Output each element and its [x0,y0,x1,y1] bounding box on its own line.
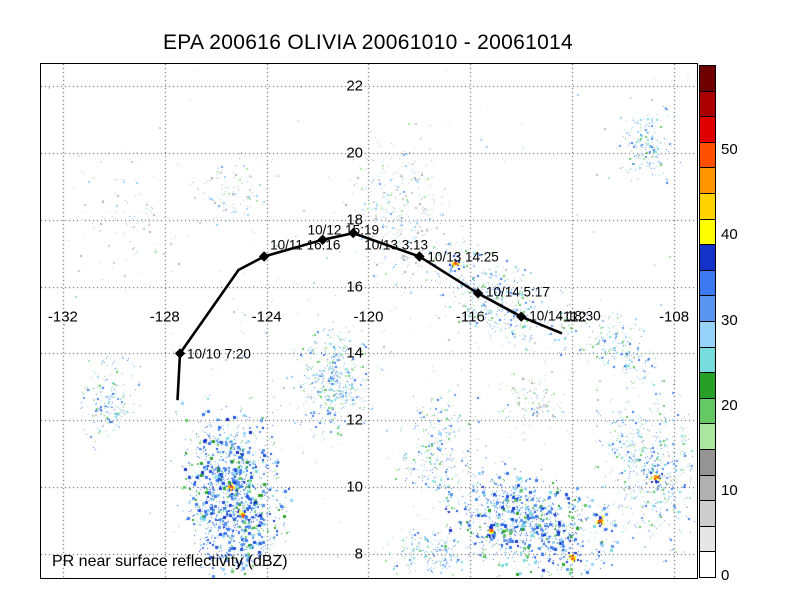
colorbar-segment [700,423,715,449]
colorbar-segment [700,218,715,245]
colorbar-segment [700,269,715,296]
colorbar-tick-label: 40 [721,226,738,244]
colorbar-segment [700,346,715,373]
colorbar-segment [700,474,715,501]
footnote-label: PR near surface reflectivity (dBZ) [52,553,288,570]
colorbar-segment [700,500,715,526]
colorbar-tick-label: 50 [721,141,738,159]
reflectivity-canvas [41,64,697,578]
colorbar-segment [700,116,715,142]
colorbar-segment [700,295,715,321]
colorbar-tick-label: 20 [721,396,738,414]
colorbar-segment [700,192,715,219]
colorbar-segment [700,320,715,347]
colorbar-segment [700,397,715,424]
colorbar [699,65,716,578]
map-plot-area: -132 -128 -124 -120 -116 -112 -108 8 10 12 14 16 18 2… [40,63,698,579]
colorbar-segment [700,244,715,270]
colorbar-segment [700,551,715,577]
colorbar-segment [700,90,715,117]
colorbar-segment [700,372,715,398]
colorbar-segment [700,141,715,168]
colorbar-tick-label: 30 [721,311,738,329]
colorbar-segment [700,525,715,552]
colorbar-segment [700,448,715,475]
chart-title: EPA 200616 OLIVIA 20061010 - 20061014 [162,31,574,54]
colorbar-tick-label: 10 [721,481,738,499]
colorbar-tick-label: 0 [721,567,730,584]
colorbar-segment [700,167,715,193]
colorbar-segment [700,66,715,91]
